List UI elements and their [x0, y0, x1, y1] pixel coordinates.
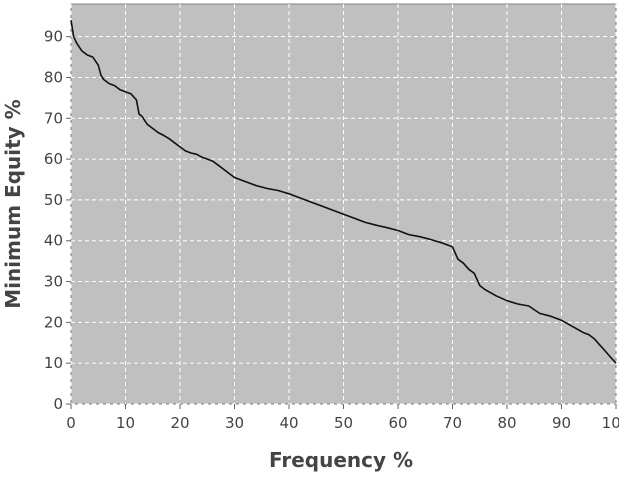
grid-lines [70, 4, 617, 405]
y-tick-label: 60 [44, 150, 63, 168]
x-tick-label: 100 [602, 414, 619, 432]
x-tick-label: 70 [443, 414, 462, 432]
x-tick-label: 20 [170, 414, 189, 432]
x-tick-label: 40 [279, 414, 298, 432]
y-tick-label: 10 [44, 354, 63, 372]
series-layer [70, 20, 617, 364]
y-tick-label: 70 [44, 109, 63, 127]
series-line [70, 20, 617, 364]
y-tick-label: 20 [44, 313, 63, 331]
y-tick-label: 90 [44, 28, 63, 46]
y-tick-label: 40 [44, 232, 63, 250]
x-tick-label: 10 [116, 414, 135, 432]
x-tick-label: 50 [334, 414, 353, 432]
y-tick-label: 50 [44, 191, 63, 209]
x-tick-label: 80 [497, 414, 516, 432]
x-tick-label: 30 [225, 414, 244, 432]
y-axis-title: Minimum Equity % [1, 99, 25, 308]
x-tick-label: 90 [552, 414, 571, 432]
y-tick-label: 80 [44, 68, 63, 86]
y-tick-label: 0 [53, 395, 63, 413]
y-tick-label: 30 [44, 273, 63, 291]
x-tick-label: 0 [66, 414, 76, 432]
x-axis-title: Frequency % [269, 448, 413, 472]
axis-ticks: 0 10 20 30 40 50 60 70 80 90 100 0 10 20 30 40 50 60 70 80 9… [44, 28, 619, 432]
x-tick-label: 60 [388, 414, 407, 432]
